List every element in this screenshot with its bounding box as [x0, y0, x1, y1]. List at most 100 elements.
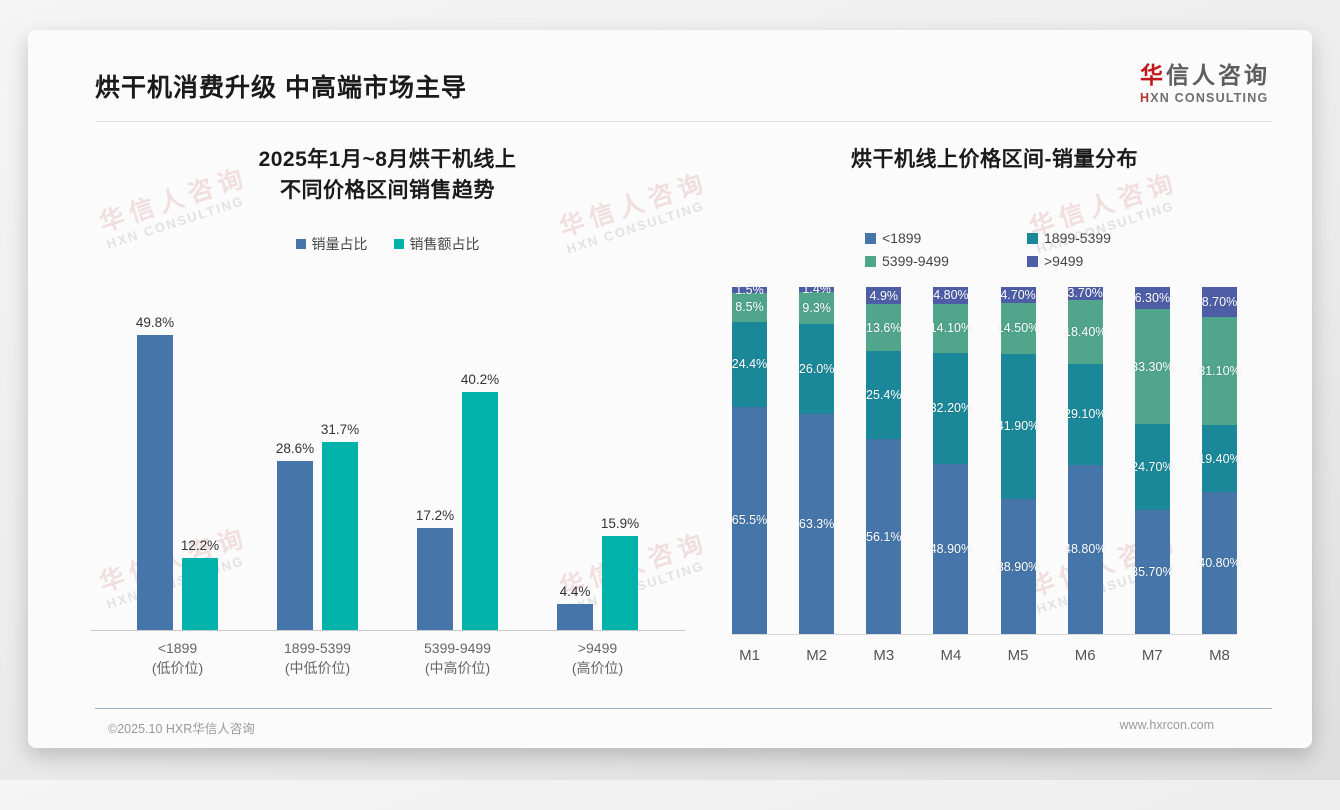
segment-value-label: 4.9%	[869, 288, 899, 303]
segment-value-label: 6.30%	[1134, 290, 1171, 305]
bar-wrapper: 31.7%	[321, 422, 359, 630]
bar-wrapper: 12.2%	[181, 538, 219, 630]
bar-value-label: 40.2%	[460, 372, 500, 387]
bar-销售额占比	[602, 536, 638, 630]
bar-销售额占比	[322, 442, 358, 630]
segment-1899-5399	[1000, 353, 1036, 500]
segment->9499	[933, 287, 969, 304]
footer-divider	[95, 708, 1272, 709]
slide-footer: ©2025.10 HXR华信人咨询 www.hxrcon.com	[28, 708, 1312, 748]
bar-销量占比	[557, 604, 593, 630]
legend-item->9499: >9499	[1027, 250, 1195, 272]
segment-value-label: 8.70%	[1201, 295, 1238, 310]
segment-value-label: 8.5%	[735, 300, 764, 315]
segment-5399-9499	[799, 291, 835, 325]
right-chart-section: 烘干机线上价格区间-销量分布 <1899 1899-5399 5399-9499 >9…	[717, 122, 1272, 678]
month-label: M5	[1007, 647, 1029, 664]
category-label: >9499 (高价位)	[538, 638, 658, 678]
segment-<1899	[1067, 464, 1103, 634]
bar-value-label: 12.2%	[180, 538, 220, 553]
segment-1899-5399	[799, 324, 835, 415]
bar-销量占比	[417, 528, 453, 630]
stacked-column: 48.80% 29.10% 18.40% 3.70%	[1064, 286, 1106, 634]
stacked-column: 63.3% 26.0% 9.3% 1.4%	[798, 282, 835, 634]
stacked-bar-plot: 65.5% 24.4% 8.5% 1.5% 63.3% 26.0% 9.3% 1.4% 56.1…	[731, 282, 1241, 635]
legend-swatch	[1027, 232, 1038, 244]
month-label: M2	[806, 647, 828, 664]
segment-value-label: 1.5%	[735, 282, 764, 297]
bar-wrapper: 17.2%	[416, 508, 454, 630]
bar-销量占比	[277, 461, 313, 630]
segment->9499	[1134, 287, 1170, 309]
x-axis-line	[89, 630, 686, 631]
segment-value-label: 25.4%	[866, 388, 902, 403]
segment-value-label: 33.30%	[1131, 359, 1174, 374]
stacked-column: 65.5% 24.4% 8.5% 1.5%	[731, 283, 768, 634]
category-label-range: >9499	[577, 640, 618, 656]
legend-item-5399-9499: 5399-9499	[865, 250, 1027, 272]
legend-item-1899-5399: 1899-5399	[1027, 227, 1195, 249]
segment-5399-9499	[1000, 303, 1036, 354]
bar-group: 17.2% 40.2%	[398, 334, 518, 630]
segment-<1899	[866, 439, 902, 634]
category-label: 5399-9499 (中高价位)	[398, 638, 518, 678]
category-label-tier: (中高价位)	[424, 660, 491, 676]
legend-swatch	[865, 232, 876, 244]
month-label: M1	[739, 647, 760, 664]
segment-5399-9499	[1134, 308, 1170, 425]
slide-card: 华信人咨询 HXN CONSULTING 华信人咨询 HXN CONSULTING 华信…	[28, 30, 1312, 748]
left-chart-legend: 销量占比 销售额占比	[95, 234, 680, 254]
left-chart-title-line2: 不同价格区间销售趋势	[280, 179, 495, 202]
segment-value-label: 38.90%	[996, 559, 1040, 574]
month-label: M4	[940, 647, 962, 664]
bar-value-label: 15.9%	[600, 516, 640, 531]
page-title: 烘干机消费升级 中高端市场主导	[95, 74, 467, 102]
segment->9499	[1000, 287, 1036, 304]
segment-value-label: 63.3%	[798, 517, 835, 532]
segment->9499	[732, 287, 767, 293]
bar-value-label: 28.6%	[275, 441, 315, 456]
segment-5399-9499	[1201, 317, 1237, 426]
segment->9499	[799, 287, 835, 292]
segment-value-label: 48.90%	[929, 542, 973, 557]
segment-value-label: 14.10%	[929, 321, 973, 336]
month-label: M3	[873, 647, 895, 664]
category-label: <1899 (低价位)	[118, 638, 238, 678]
segment-value-label: 56.1%	[866, 529, 902, 544]
segment-value-label: 3.70%	[1067, 286, 1103, 301]
segment-1899-5399	[933, 352, 969, 465]
segment-value-label: 26.0%	[798, 362, 835, 377]
segment-1899-5399	[866, 351, 902, 440]
segment-value-label: 4.80%	[933, 288, 969, 303]
segment-value-label: 65.5%	[731, 513, 768, 528]
category-label-range: 5399-9499	[424, 640, 491, 656]
segment-<1899	[1201, 492, 1237, 634]
segment->9499	[866, 287, 902, 305]
legend-label: 5399-9499	[882, 253, 949, 269]
segment-5399-9499	[933, 303, 969, 353]
legend-swatch	[295, 239, 306, 249]
left-x-axis-labels: <1899 (低价位) 1899-5399 (中低价位) 5399-9499 (中高价位)…	[108, 638, 668, 678]
segment-value-label: 19.40%	[1198, 451, 1241, 466]
left-chart-title-line1: 2025年1月~8月烘干机线上	[258, 148, 517, 171]
segment-value-label: 4.70%	[1000, 288, 1036, 303]
segment-value-label: 35.70%	[1131, 565, 1174, 580]
bar-wrapper: 28.6%	[276, 441, 314, 630]
bar-value-label: 49.8%	[135, 315, 175, 330]
legend-item-销售额占比: 销售额占比	[393, 234, 480, 254]
legend-swatch	[865, 255, 876, 267]
logo-en-text: HXN CONSULTING	[1140, 91, 1270, 105]
legend-label: 销售额占比	[409, 236, 480, 252]
company-logo: 华信人咨询 HXN CONSULTING	[1140, 56, 1270, 105]
stacked-column: 38.90% 41.90% 14.50% 4.70%	[997, 287, 1039, 634]
bar-wrapper: 4.4%	[557, 584, 593, 630]
legend-label: 1899-5399	[1044, 230, 1111, 246]
bar-wrapper: 49.8%	[136, 315, 174, 630]
segment-1899-5399	[732, 322, 767, 407]
month-label: M6	[1074, 647, 1096, 664]
bar-wrapper: 15.9%	[601, 516, 639, 630]
stacked-column: 56.1% 25.4% 13.6% 4.9%	[866, 287, 902, 634]
slide-header: 烘干机消费升级 中高端市场主导 华信人咨询 HXN CONSULTING	[28, 30, 1312, 122]
main-content: 2025年1月~8月烘干机线上 不同价格区间销售趋势 销量占比 销售额占比 49.…	[28, 122, 1312, 678]
stacked-column: 35.70% 24.70% 33.30% 6.30%	[1131, 287, 1174, 634]
